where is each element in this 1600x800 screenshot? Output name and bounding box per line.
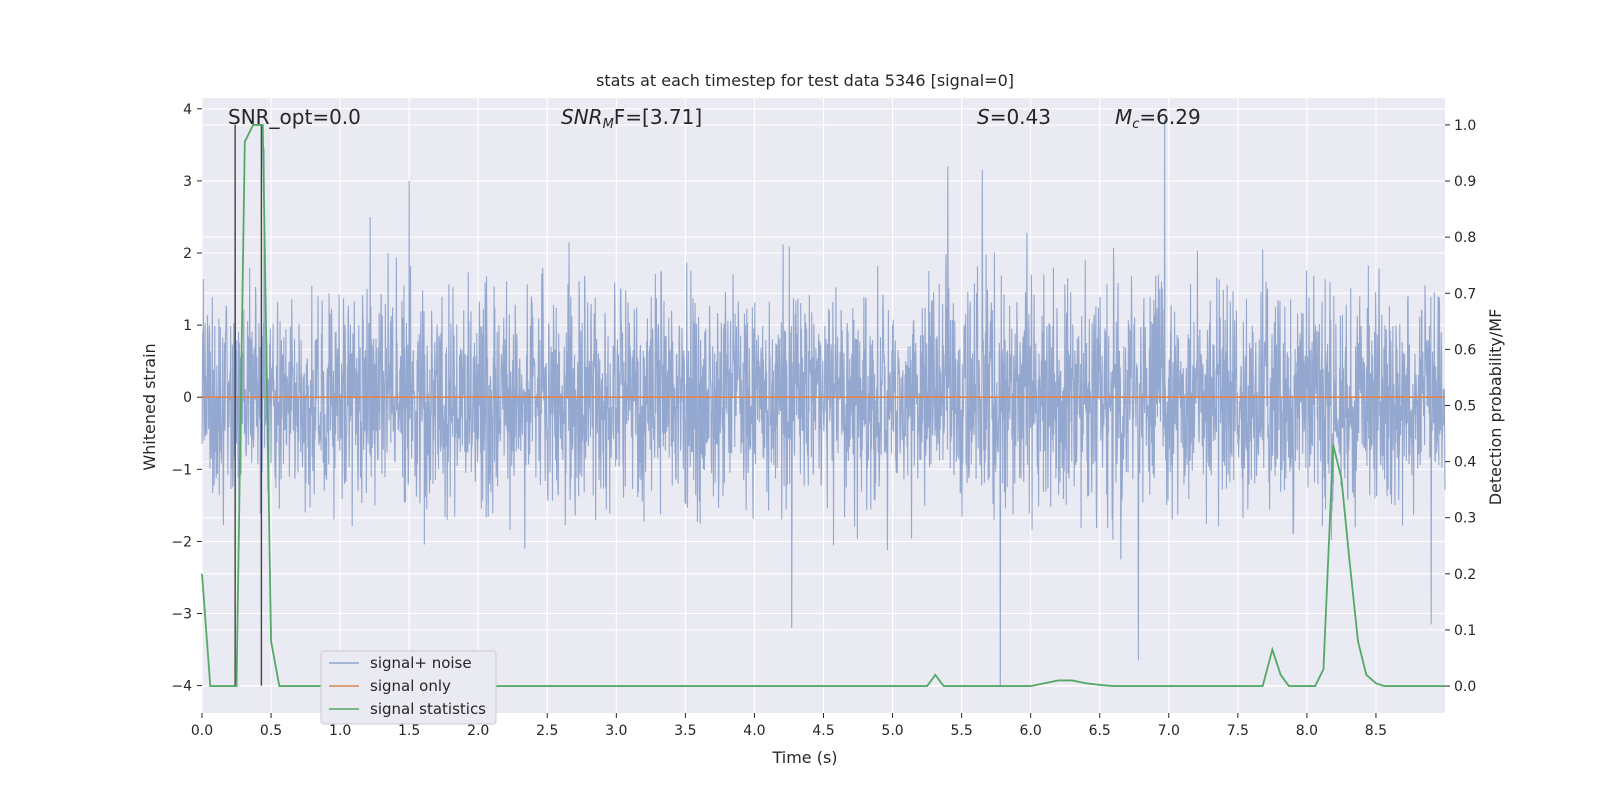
x-tick-label: 2.5 bbox=[536, 723, 558, 739]
legend-label-signal-statistics: signal statistics bbox=[370, 700, 486, 718]
y-left-tick-label: 3 bbox=[183, 174, 192, 190]
y-right-tick-label: 0.9 bbox=[1454, 174, 1476, 190]
x-tick-label: 4.0 bbox=[743, 723, 765, 739]
x-tick-label: 5.5 bbox=[950, 723, 972, 739]
y-left-tick-label: 4 bbox=[183, 102, 192, 118]
signal-statistics-line bbox=[201, 124, 1445, 687]
y-right-tick-label: 0.2 bbox=[1454, 567, 1476, 583]
y-left-tick-label: 0 bbox=[183, 390, 192, 406]
x-tick-label: 7.5 bbox=[1227, 723, 1249, 739]
legend-label-signal-noise: signal+ noise bbox=[370, 654, 472, 672]
y-left-tick-label: −3 bbox=[171, 607, 192, 623]
y-right-tick-label: 0.6 bbox=[1454, 342, 1476, 358]
y-left-tick-label: 1 bbox=[183, 318, 192, 334]
x-tick-label: 5.0 bbox=[881, 723, 903, 739]
x-tick-label: 8.0 bbox=[1296, 723, 1318, 739]
x-tick-label: 3.0 bbox=[605, 723, 627, 739]
annotation-mc: Mc=6.29 bbox=[1115, 105, 1201, 132]
signal-noise-series bbox=[201, 119, 1446, 686]
y-right-tick-label: 1.0 bbox=[1454, 118, 1476, 134]
x-axis-label: Time (s) bbox=[771, 748, 837, 767]
x-tick-label: 8.5 bbox=[1365, 723, 1387, 739]
annotation-s: S=0.43 bbox=[977, 105, 1051, 129]
x-tick-label: 4.5 bbox=[812, 723, 834, 739]
y-right-tick-label: 0.3 bbox=[1454, 511, 1476, 527]
y-right-tick-label: 0.1 bbox=[1454, 623, 1476, 639]
x-tick-label: 0.5 bbox=[260, 723, 282, 739]
x-tick-label: 7.0 bbox=[1158, 723, 1180, 739]
legend: signal+ noise signal only signal statist… bbox=[320, 650, 497, 725]
y-left-tick-label: −4 bbox=[171, 679, 192, 695]
y-axis-label-left: Whitened strain bbox=[140, 343, 159, 470]
series-lines bbox=[201, 124, 1445, 687]
x-tick-label: 6.0 bbox=[1020, 723, 1042, 739]
x-tick-label: 1.0 bbox=[329, 723, 351, 739]
x-tick-label: 1.5 bbox=[398, 723, 420, 739]
x-tick-label: 0.0 bbox=[191, 723, 213, 739]
axis-ticks: 0.0 0.5 1.0 1.5 2.0 2.5 3.0 3.5 4.0 4.5 5.0 5.5 6.0 6… bbox=[171, 102, 1476, 739]
y-right-tick-label: 0.0 bbox=[1454, 679, 1476, 695]
annotation-snr-opt: SNR_opt=0.0 bbox=[228, 105, 361, 129]
legend-label-signal-only: signal only bbox=[370, 677, 451, 695]
y-right-tick-label: 0.7 bbox=[1454, 286, 1476, 302]
y-axis-label-right: Detection probability/MF bbox=[1486, 309, 1505, 506]
annotation-snr-mf: SNRMF=[3.71] bbox=[561, 105, 702, 132]
annotations: SNR_opt=0.0 SNRMF=[3.71] S=0.43 Mc=6.29 bbox=[228, 105, 1201, 132]
signal-noise-line bbox=[201, 119, 1446, 686]
x-tick-label: 2.0 bbox=[467, 723, 489, 739]
y-right-tick-label: 0.4 bbox=[1454, 455, 1476, 471]
x-tick-label: 6.5 bbox=[1089, 723, 1111, 739]
x-tick-label: 3.5 bbox=[674, 723, 696, 739]
y-right-tick-label: 0.5 bbox=[1454, 399, 1476, 415]
legend-box bbox=[320, 650, 497, 725]
y-left-tick-label: 2 bbox=[183, 246, 192, 262]
y-left-tick-label: −2 bbox=[171, 534, 192, 550]
y-left-tick-label: −1 bbox=[171, 462, 192, 478]
chart-title: stats at each timestep for test data 534… bbox=[596, 71, 1014, 90]
y-right-tick-label: 0.8 bbox=[1454, 230, 1476, 246]
